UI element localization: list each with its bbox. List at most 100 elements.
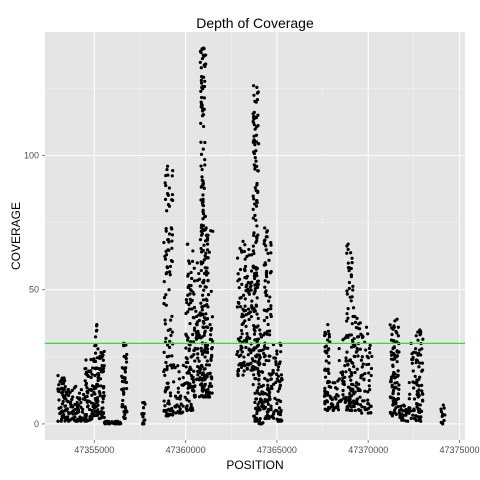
data-point — [255, 285, 260, 289]
data-point — [201, 298, 206, 302]
data-point — [278, 360, 282, 364]
data-point — [406, 410, 411, 414]
data-point — [200, 47, 204, 51]
data-point — [442, 418, 446, 423]
data-points — [56, 46, 447, 426]
data-point — [279, 410, 283, 414]
data-point — [205, 350, 210, 355]
data-point — [420, 383, 424, 387]
data-point — [87, 399, 92, 404]
data-point — [347, 395, 351, 399]
data-point — [163, 409, 168, 413]
data-point — [60, 409, 64, 413]
data-point — [277, 387, 282, 391]
data-point — [184, 311, 188, 316]
data-point — [166, 401, 170, 406]
data-point — [101, 411, 106, 415]
x-tick-label: 47370000 — [348, 445, 388, 455]
data-point — [256, 90, 260, 94]
data-point — [251, 207, 255, 211]
data-point — [326, 348, 330, 352]
data-point — [198, 284, 202, 288]
data-point — [344, 370, 348, 374]
data-point — [340, 373, 345, 377]
data-point — [170, 406, 174, 411]
data-point — [414, 418, 418, 423]
data-point — [442, 406, 446, 410]
data-point — [93, 351, 98, 355]
data-point — [337, 358, 341, 363]
data-point — [265, 378, 269, 382]
data-point — [271, 368, 275, 373]
data-point — [239, 328, 244, 333]
data-point — [243, 264, 248, 269]
data-point — [164, 303, 168, 307]
data-point — [392, 339, 396, 343]
data-point — [96, 399, 100, 403]
data-point — [124, 360, 129, 364]
data-point — [252, 197, 256, 201]
data-point — [210, 377, 214, 381]
data-point — [247, 348, 251, 352]
data-point — [347, 333, 351, 337]
data-point — [346, 407, 350, 411]
data-point — [364, 325, 369, 329]
data-point — [94, 366, 98, 370]
data-point — [181, 375, 185, 380]
data-point — [258, 332, 262, 336]
data-point — [409, 416, 413, 420]
data-point — [276, 374, 281, 378]
data-point — [263, 285, 267, 289]
data-point — [163, 257, 168, 261]
data-point — [259, 385, 264, 389]
data-point — [239, 344, 243, 348]
data-point — [252, 414, 256, 418]
data-point — [348, 399, 352, 403]
data-point — [348, 295, 352, 299]
data-point — [255, 279, 260, 284]
data-point — [266, 402, 270, 406]
data-point — [199, 89, 203, 93]
data-point — [246, 335, 250, 339]
data-point — [365, 407, 369, 411]
data-point — [413, 374, 417, 378]
data-point — [274, 380, 278, 385]
data-point — [399, 404, 403, 408]
data-point — [203, 355, 207, 359]
data-point — [190, 259, 195, 263]
data-point — [249, 253, 254, 257]
data-point — [251, 194, 255, 198]
data-point — [167, 288, 171, 292]
data-point — [175, 403, 179, 407]
data-point — [210, 339, 215, 343]
data-point — [210, 384, 214, 388]
data-point — [209, 289, 213, 293]
data-point — [253, 167, 257, 171]
data-point — [253, 329, 257, 333]
data-point — [269, 243, 273, 247]
data-point — [254, 377, 258, 381]
data-point — [184, 346, 188, 350]
data-point — [368, 388, 372, 392]
data-point — [412, 386, 416, 390]
data-point — [203, 367, 207, 371]
data-point — [176, 386, 180, 390]
data-point — [208, 371, 212, 375]
data-point — [202, 333, 206, 338]
data-point — [163, 373, 167, 377]
data-point — [56, 387, 60, 391]
data-point — [366, 398, 370, 402]
data-point — [194, 322, 199, 326]
data-point — [404, 419, 408, 423]
data-point — [391, 327, 395, 331]
data-point — [108, 421, 112, 425]
data-point — [353, 408, 357, 413]
data-point — [349, 251, 353, 255]
data-point — [439, 407, 443, 411]
data-point — [165, 266, 170, 270]
data-point — [178, 410, 182, 415]
data-point — [267, 299, 271, 303]
data-point — [251, 244, 255, 248]
data-point — [91, 366, 95, 370]
data-point — [101, 406, 105, 410]
